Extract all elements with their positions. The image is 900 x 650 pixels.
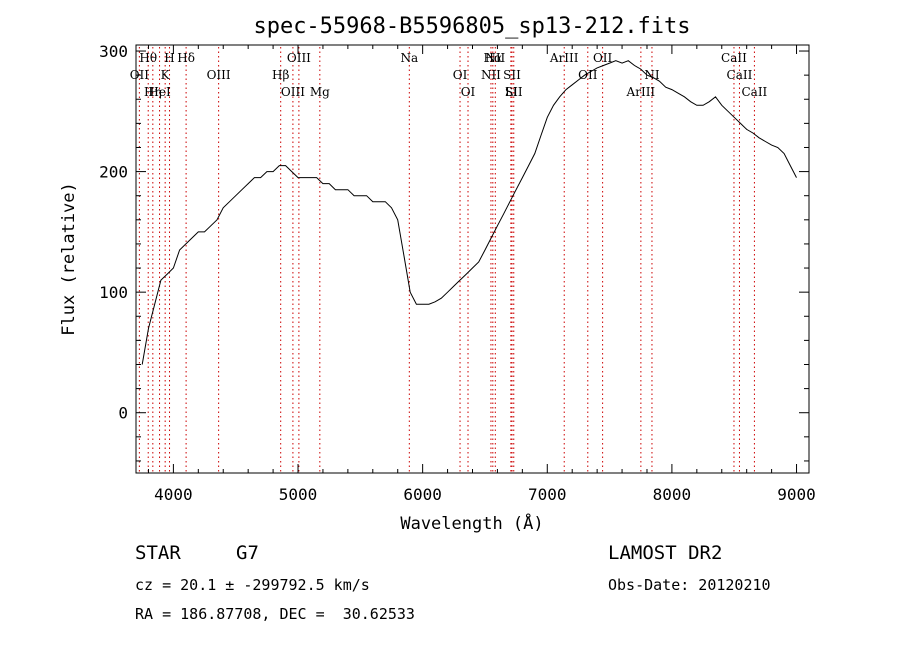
- x-tick-label: 7000: [528, 485, 567, 504]
- line-marker-label: Li: [505, 85, 517, 99]
- line-marker-label: OI: [461, 85, 476, 99]
- line-marker-label: SII: [503, 68, 521, 82]
- x-tick-label: 9000: [777, 485, 816, 504]
- line-marker-labels: HθKHeIHδOIIHηHOIIIOIIIOIIIHβMgNaOIOIHαNI…: [130, 51, 768, 99]
- x-tick-label: 5000: [279, 485, 318, 504]
- line-marker-label: ArIII: [549, 51, 579, 65]
- y-tick-label: 200: [99, 163, 128, 182]
- line-marker-label: Hη: [144, 85, 162, 99]
- line-marker-label: H: [164, 51, 174, 65]
- line-marker-label: ArIII: [626, 85, 656, 99]
- line-marker-label: HeI: [148, 85, 171, 99]
- line-marker-label: CaII: [727, 68, 753, 82]
- line-marker-label: Mg: [310, 85, 330, 99]
- line-marker-label: OIII: [287, 51, 311, 65]
- plot-frame: [135, 44, 810, 474]
- line-marker-label: OII: [593, 51, 613, 65]
- y-tick-label: 0: [118, 404, 128, 423]
- line-marker-label: OIII: [207, 68, 231, 82]
- chart-title: spec-55968-B5596805_sp13-212.fits: [253, 14, 690, 39]
- line-marker-label: OII: [578, 68, 598, 82]
- line-marker-label: K: [161, 68, 171, 82]
- line-marker-label: Hβ: [272, 68, 289, 82]
- line-marker-label: Hα: [484, 51, 503, 65]
- line-markers: [138, 47, 755, 472]
- line-marker-label: NII: [481, 68, 501, 82]
- y-tick-label: 300: [99, 42, 128, 61]
- line-marker-label: CaII: [741, 85, 767, 99]
- x-tick-label: 8000: [653, 485, 692, 504]
- line-marker-label: OI: [453, 68, 468, 82]
- line-marker-label: CaII: [721, 51, 747, 65]
- coordinates: RA = 186.87708, DEC = 30.62533: [135, 605, 415, 623]
- line-marker-label: OIII: [281, 85, 305, 99]
- cz-value: cz = 20.1 ± -299792.5 km/s: [135, 576, 370, 594]
- object-class: STAR: [135, 542, 181, 564]
- x-tick-label: 4000: [154, 485, 193, 504]
- line-marker-label: NII: [485, 51, 505, 65]
- object-subclass: G7: [236, 542, 259, 564]
- line-marker-label: NI: [644, 68, 660, 82]
- y-axis-label: Flux (relative): [59, 182, 79, 336]
- line-marker-label: Na: [400, 51, 418, 65]
- y-axis: 0 100 200 300: [99, 42, 809, 462]
- line-marker-label: Hθ: [139, 51, 157, 65]
- x-axis-label: Wavelength (Å): [400, 512, 543, 534]
- survey-name: LAMOST DR2: [608, 542, 723, 564]
- spectrum-line: [141, 60, 797, 365]
- y-tick-label: 100: [99, 283, 128, 302]
- line-marker-label: SII: [505, 85, 523, 99]
- obs-date: Obs-Date: 20120210: [608, 576, 771, 594]
- x-axis: 4000 5000 6000 7000 8000 9000: [147, 45, 816, 504]
- x-tick-label: 6000: [403, 485, 442, 504]
- line-marker-label: Hδ: [177, 51, 195, 65]
